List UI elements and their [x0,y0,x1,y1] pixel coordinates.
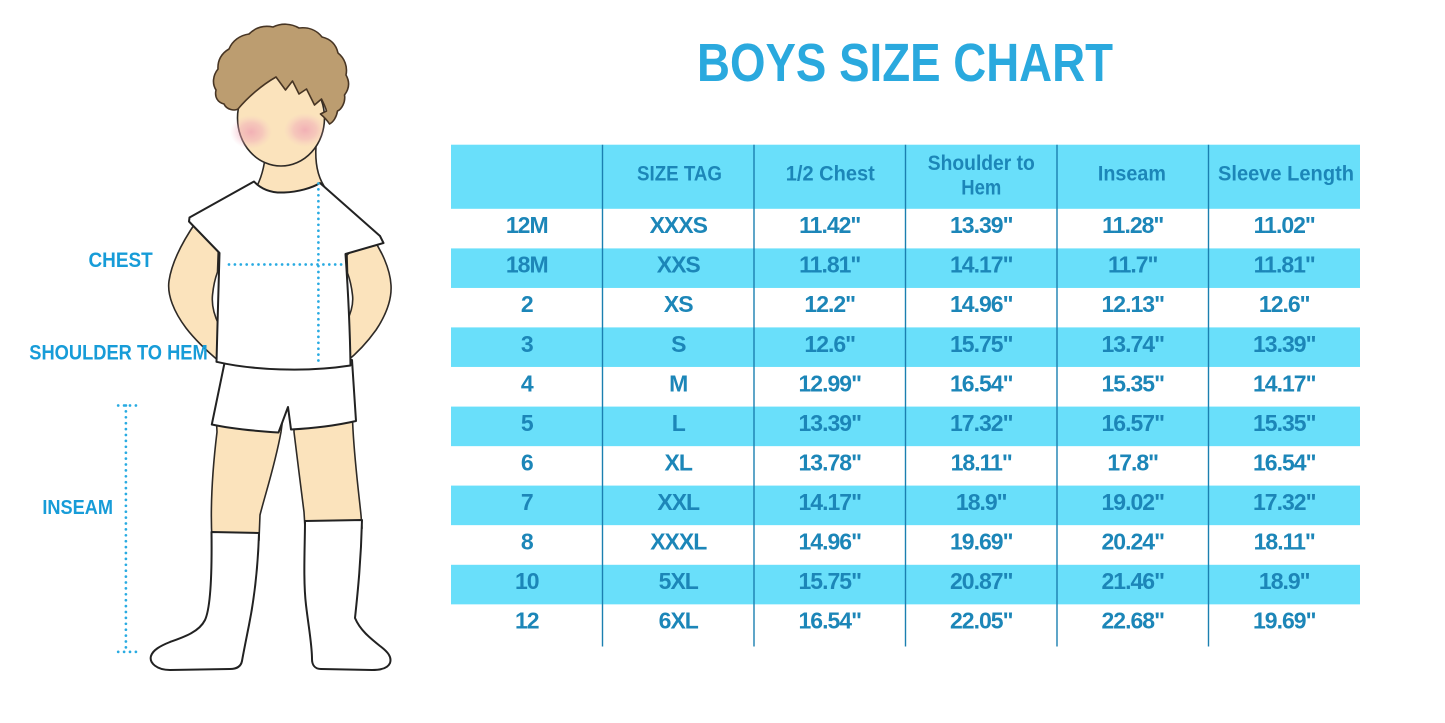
svg-text:13.74": 13.74" [1102,331,1165,357]
svg-text:11.81": 11.81" [799,252,860,278]
svg-text:15.35": 15.35" [1102,370,1165,396]
svg-text:XXXL: XXXL [650,529,707,555]
svg-text:12.6": 12.6" [1259,291,1310,317]
svg-text:22.68": 22.68" [1102,608,1165,634]
svg-text:BOYS SIZE CHART: BOYS SIZE CHART [697,33,1113,93]
svg-text:16.54": 16.54" [950,370,1013,396]
svg-text:4: 4 [521,370,534,396]
svg-text:10: 10 [515,568,539,594]
svg-text:18M: 18M [506,252,548,278]
svg-text:L: L [672,410,686,436]
svg-text:6: 6 [521,449,533,475]
svg-text:15.75": 15.75" [799,568,862,594]
svg-text:12.6": 12.6" [804,331,855,357]
svg-text:13.39": 13.39" [950,212,1013,238]
svg-text:INSEAM: INSEAM [42,497,113,519]
svg-text:21.46": 21.46" [1102,568,1165,594]
svg-text:13.39": 13.39" [1253,331,1316,357]
svg-text:13.39": 13.39" [799,410,862,436]
svg-text:17.8": 17.8" [1107,449,1158,475]
svg-text:18.9": 18.9" [956,489,1007,515]
svg-text:16.54": 16.54" [1253,449,1316,475]
svg-text:6XL: 6XL [659,608,699,634]
svg-text:20.87": 20.87" [950,568,1013,594]
svg-text:14.17": 14.17" [799,489,862,515]
svg-text:18.11": 18.11" [1254,529,1315,555]
svg-text:5XL: 5XL [659,568,699,594]
svg-text:22.05": 22.05" [950,608,1013,634]
svg-text:5: 5 [521,410,534,436]
svg-text:Inseam: Inseam [1098,162,1166,186]
svg-text:16.57": 16.57" [1102,410,1165,436]
svg-text:Shoulder to: Shoulder to [928,151,1035,175]
svg-text:XXL: XXL [657,489,700,515]
svg-text:Hem: Hem [961,175,1001,199]
svg-text:18.11": 18.11" [951,449,1012,475]
svg-text:16.54": 16.54" [799,608,862,634]
svg-text:15.35": 15.35" [1253,410,1316,436]
svg-text:15.75": 15.75" [950,331,1013,357]
svg-text:18.9": 18.9" [1259,568,1310,594]
svg-text:19.69": 19.69" [1253,608,1316,634]
svg-text:17.32": 17.32" [950,410,1013,436]
svg-text:XS: XS [664,291,693,317]
svg-text:14.17": 14.17" [1253,370,1316,396]
svg-text:3: 3 [521,331,533,357]
svg-text:Sleeve Length: Sleeve Length [1218,162,1354,186]
svg-text:14.96": 14.96" [950,291,1013,317]
svg-text:SIZE TAG: SIZE TAG [637,162,722,186]
svg-text:8: 8 [521,529,534,555]
svg-text:12.99": 12.99" [799,370,862,396]
svg-text:11.7": 11.7" [1108,252,1157,278]
svg-text:CHEST: CHEST [88,249,152,272]
svg-text:17.32": 17.32" [1253,489,1316,515]
svg-text:S: S [671,331,686,357]
svg-text:20.24": 20.24" [1102,529,1165,555]
svg-text:13.78": 13.78" [799,449,862,475]
svg-text:11.81": 11.81" [1254,252,1315,278]
svg-text:SHOULDER TO HEM: SHOULDER TO HEM [29,342,208,365]
svg-text:12.13": 12.13" [1102,291,1165,317]
svg-text:14.96": 14.96" [799,529,862,555]
svg-text:12M: 12M [506,212,548,238]
svg-text:12.2": 12.2" [804,291,855,317]
svg-text:2: 2 [521,291,533,317]
svg-text:12: 12 [515,608,539,634]
svg-text:19.69": 19.69" [950,529,1013,555]
svg-text:XXXS: XXXS [650,212,708,238]
svg-text:7: 7 [521,489,533,515]
svg-text:XXS: XXS [657,252,701,278]
svg-text:11.02": 11.02" [1254,212,1315,238]
svg-text:1/2 Chest: 1/2 Chest [786,162,875,186]
svg-text:14.17": 14.17" [950,252,1013,278]
svg-text:XL: XL [665,449,693,475]
svg-text:19.02": 19.02" [1102,489,1165,515]
svg-text:M: M [669,370,687,396]
svg-text:11.28": 11.28" [1102,212,1163,238]
svg-text:11.42": 11.42" [799,212,860,238]
